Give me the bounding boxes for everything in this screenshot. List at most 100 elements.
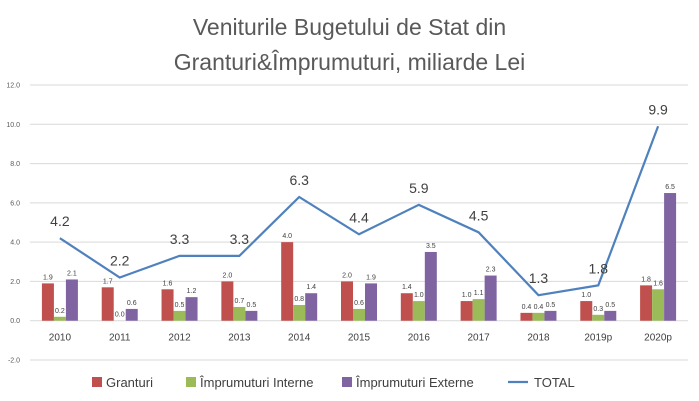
bar-1-2016 bbox=[400, 293, 413, 321]
x-tick-label: 2019p bbox=[584, 333, 612, 344]
bar-2-2019p bbox=[592, 314, 605, 321]
total-value-label: 3.3 bbox=[170, 231, 190, 247]
bar-value-label: 1.4 bbox=[306, 284, 316, 291]
bar-value-label: 0.4 bbox=[534, 304, 544, 311]
x-tick-label: 2016 bbox=[408, 333, 431, 344]
bar-2-2020p bbox=[652, 289, 665, 321]
x-tick-label: 2013 bbox=[228, 333, 251, 344]
bar-value-label: 1.6 bbox=[653, 280, 663, 287]
bar-value-label: 1.7 bbox=[103, 278, 113, 285]
bar-value-label: 1.0 bbox=[462, 292, 472, 299]
bar-2-2017 bbox=[472, 299, 485, 321]
legend-label: Granturi bbox=[106, 375, 153, 390]
bar-1-2013 bbox=[221, 281, 234, 321]
legend-swatch bbox=[342, 377, 352, 387]
bar-value-label: 0.8 bbox=[294, 296, 304, 303]
bar-1-2018 bbox=[520, 312, 533, 321]
bar-value-label: 0.6 bbox=[127, 300, 137, 307]
bar-2-2018 bbox=[532, 312, 545, 321]
bar-value-label: 2.0 bbox=[222, 272, 232, 279]
bar-3-2012 bbox=[185, 297, 198, 321]
bar-value-label: 3.5 bbox=[426, 243, 436, 250]
bar-value-label: 1.0 bbox=[581, 292, 591, 299]
legend-label: TOTAL bbox=[534, 375, 575, 390]
x-tick-label: 2014 bbox=[288, 333, 311, 344]
legend-swatch bbox=[186, 377, 196, 387]
bar-value-label: 1.6 bbox=[163, 280, 173, 287]
bar-value-label: 2.0 bbox=[342, 272, 352, 279]
bar-value-label: 2.1 bbox=[67, 270, 77, 277]
bar-3-2016 bbox=[424, 251, 437, 321]
total-value-label: 4.4 bbox=[349, 209, 369, 225]
x-tick-label: 2017 bbox=[468, 333, 491, 344]
y-tick-label: -2.0 bbox=[8, 358, 20, 365]
bar-value-label: 2.3 bbox=[486, 267, 496, 274]
bar-value-label: 1.9 bbox=[366, 274, 376, 281]
bar-3-2013 bbox=[245, 310, 258, 321]
bar-value-label: 4.0 bbox=[282, 233, 292, 240]
bar-3-2015 bbox=[365, 283, 377, 321]
bar-1-2011 bbox=[101, 287, 114, 321]
y-tick-label: 2.0 bbox=[10, 279, 20, 286]
bar-1-2014 bbox=[281, 242, 294, 321]
bar-value-label: 0.5 bbox=[175, 302, 185, 309]
bar-value-label: 0.2 bbox=[55, 308, 65, 315]
bar-2-2015 bbox=[353, 308, 365, 321]
total-value-label: 2.2 bbox=[110, 253, 130, 269]
chart-title-line1: Veniturile Bugetului de Stat din bbox=[193, 14, 506, 40]
bar-value-label: 0.5 bbox=[246, 302, 256, 309]
bar-2-2012 bbox=[173, 310, 186, 321]
bar-value-label: 0.7 bbox=[234, 298, 244, 305]
bar-2-2013 bbox=[233, 306, 246, 321]
bar-3-2011 bbox=[125, 308, 138, 321]
total-value-label: 4.5 bbox=[469, 207, 489, 223]
x-tick-label: 2010 bbox=[49, 333, 72, 344]
bar-value-label: 1.4 bbox=[402, 284, 412, 291]
bar-value-label: 0.5 bbox=[546, 302, 556, 309]
bar-1-2012 bbox=[161, 289, 174, 321]
bar-value-label: 1.9 bbox=[43, 274, 53, 281]
total-value-label: 5.9 bbox=[409, 180, 429, 196]
bar-3-2019p bbox=[604, 310, 617, 321]
bar-value-label: 0.4 bbox=[522, 304, 532, 311]
x-tick-label: 2018 bbox=[527, 333, 550, 344]
bar-2-2014 bbox=[293, 305, 306, 321]
y-tick-label: 10.0 bbox=[6, 122, 20, 129]
bar-value-label: 0.5 bbox=[605, 302, 615, 309]
bar-2-2016 bbox=[412, 301, 425, 321]
x-tick-label: 2020p bbox=[644, 333, 672, 344]
x-tick-label: 2011 bbox=[109, 333, 131, 344]
total-value-label: 3.3 bbox=[230, 231, 250, 247]
bar-value-label: 0.3 bbox=[593, 306, 603, 313]
bar-3-2010 bbox=[65, 279, 78, 321]
bar-2-2010 bbox=[53, 316, 66, 321]
bar-value-label: 6.5 bbox=[665, 184, 675, 191]
total-value-label: 9.9 bbox=[648, 101, 668, 117]
bar-1-2020p bbox=[640, 285, 653, 321]
bar-3-2014 bbox=[305, 293, 318, 321]
chart-title-line2: Granturi&Împrumuturi, miliarde Lei bbox=[174, 49, 526, 75]
bar-1-2015 bbox=[341, 281, 353, 321]
total-value-label: 1.3 bbox=[529, 270, 549, 286]
bar-value-label: 1.8 bbox=[641, 276, 651, 283]
bar-value-label: 1.1 bbox=[474, 290, 484, 297]
x-tick-label: 2015 bbox=[348, 333, 371, 344]
total-value-label: 1.8 bbox=[589, 260, 609, 276]
y-tick-label: 6.0 bbox=[10, 200, 20, 207]
bar-1-2017 bbox=[460, 301, 473, 321]
total-value-label: 4.2 bbox=[50, 213, 70, 229]
y-tick-label: 8.0 bbox=[10, 161, 20, 168]
bar-3-2018 bbox=[544, 310, 557, 321]
bar-1-2019p bbox=[580, 301, 593, 321]
bar-value-label: 1.0 bbox=[414, 292, 424, 299]
bar-value-label: 1.2 bbox=[187, 288, 197, 295]
bar-value-label: 0.6 bbox=[354, 300, 364, 307]
y-tick-label: 12.0 bbox=[6, 83, 20, 90]
total-value-label: 6.3 bbox=[289, 172, 309, 188]
y-tick-label: 0.0 bbox=[10, 318, 20, 325]
legend-label: Împrumuturi Interne bbox=[199, 375, 313, 390]
legend-swatch bbox=[92, 377, 102, 387]
legend-label: Împrumuturi Externe bbox=[355, 375, 474, 390]
